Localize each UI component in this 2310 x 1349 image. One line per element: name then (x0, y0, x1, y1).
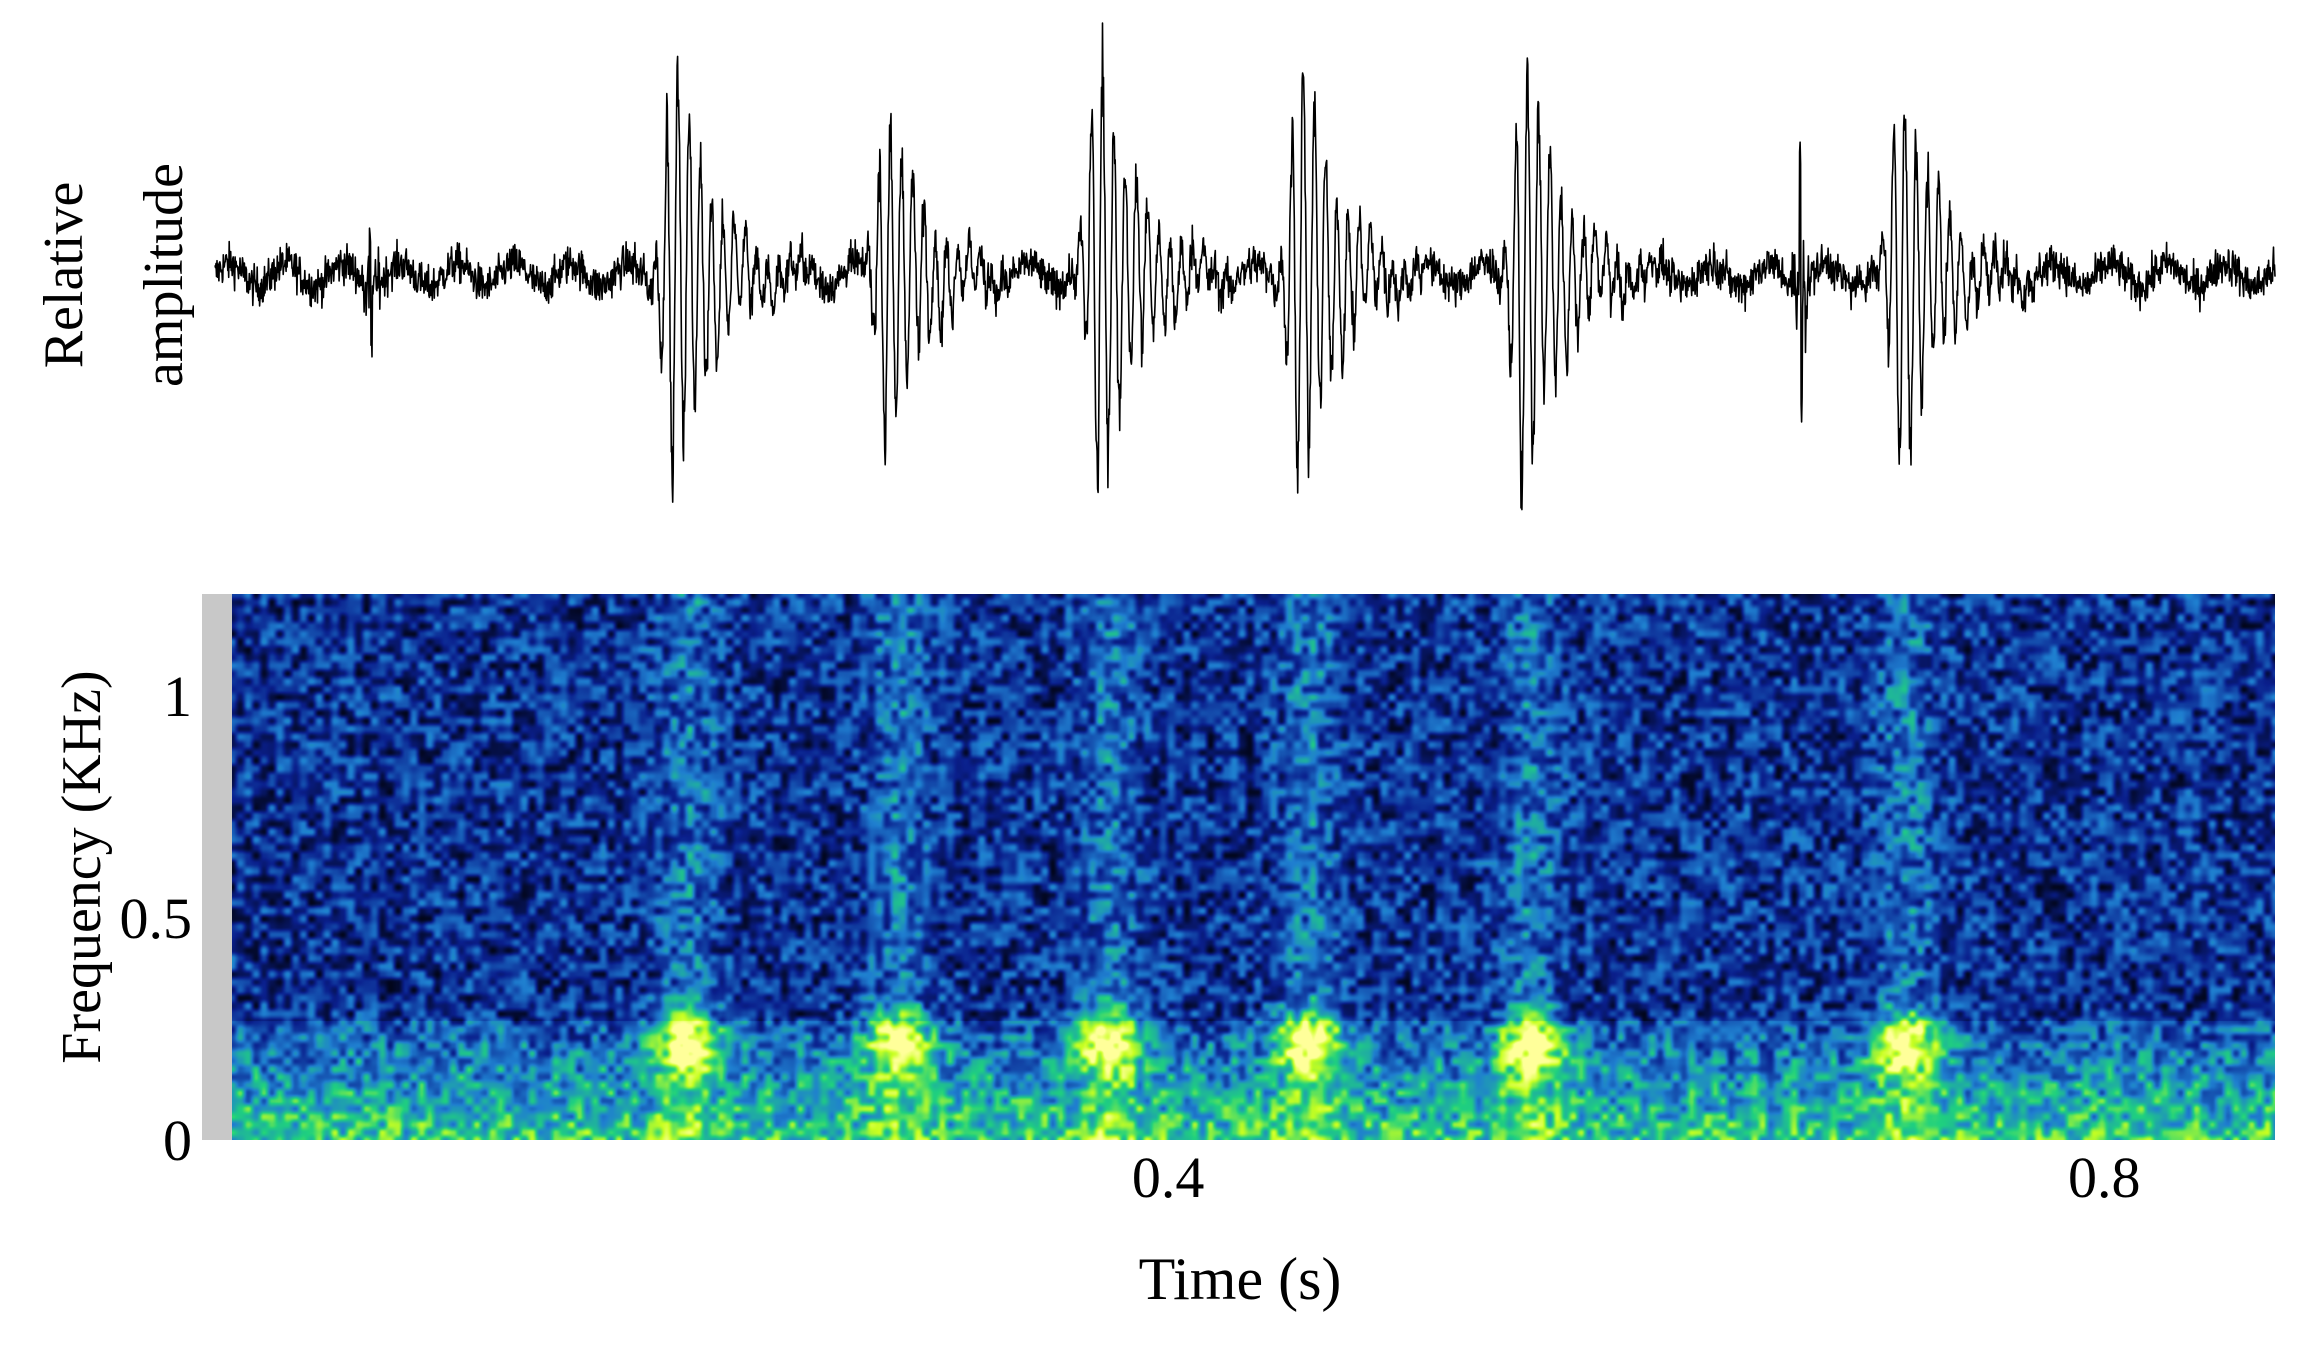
spectrogram-ylabel: Frequency (KHz) (51, 670, 113, 1063)
spectrogram-y-tick-label: 1 (163, 664, 192, 729)
waveform-ylabel: Relative amplitude (33, 163, 195, 387)
spectrogram-left-strip (202, 594, 232, 1140)
spectrogram-x-tick-label: 0.8 (2068, 1145, 2141, 1210)
spectrogram-heatmap (232, 594, 2275, 1140)
spectrogram-xlabel: Time (s) (1139, 1246, 1342, 1312)
waveform-ylabel-line-2: amplitude (133, 163, 195, 387)
waveform-panel: Relative amplitude (33, 22, 2276, 511)
spectrogram-panel: 00.51 0.4 0.8 Frequency (KHz) Time (s) (51, 594, 2275, 1312)
waveform-ylabel-line-1: Relative (33, 182, 95, 369)
spectrogram-x-tick-label: 0.4 (1132, 1145, 1205, 1210)
waveform-line (214, 22, 2276, 511)
spectrogram-x-ticks: 0.4 0.8 (1132, 1145, 2141, 1210)
spectrogram-y-tick-label: 0 (163, 1108, 192, 1173)
spectrogram-y-tick-label: 0.5 (120, 886, 193, 951)
spectrogram-y-ticks: 00.51 (120, 664, 193, 1173)
